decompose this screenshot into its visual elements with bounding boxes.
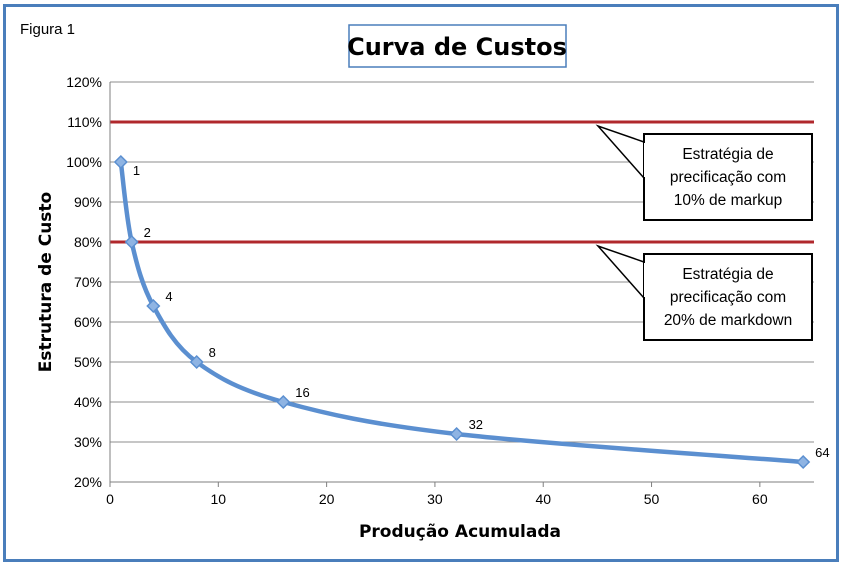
callouts: Estratégia de precificação com 10% de mark… [595,124,813,341]
data-point-label: 4 [165,289,172,304]
data-point-label: 1 [133,163,140,178]
y-tick-label: 50% [74,354,102,370]
callout-pointer [595,244,645,300]
data-point-marker [124,234,139,250]
data-point-label: 64 [815,445,829,460]
data-point-marker [113,154,128,170]
x-tick-label: 50 [644,491,660,507]
data-point-marker [189,354,204,370]
y-tick-label: 70% [74,274,102,290]
data-point-marker [449,426,464,442]
y-tick-label: 20% [74,474,102,490]
axes: 20% 30% 40% 50% 60% 70% 80% 90% 100% 110% 120% 0 10 2… [66,74,814,507]
data-point-label: 32 [469,417,483,432]
data-point-label: 2 [144,225,151,240]
y-tick-label: 110% [67,114,102,130]
x-axis-title: Produção Acumulada [359,522,561,542]
callout-text-line: 20% de markdown [664,312,792,329]
callout-text-line: precificação com [670,289,786,306]
cost-curve-line [118,159,806,465]
y-tick-label: 60% [74,314,102,330]
data-point-marker [146,298,161,314]
y-tick-label: 90% [74,194,102,210]
y-tick-label: 80% [74,234,102,250]
callout-box: Estratégia de precificação com 20% de mark… [595,244,813,341]
y-tick-label: 30% [74,434,102,450]
callout-rect [643,253,813,341]
x-tick-label: 0 [106,491,114,507]
x-tick-label: 30 [427,491,443,507]
data-point-marker [796,454,811,470]
callout-box: Estratégia de precificação com 10% de mark… [595,124,813,221]
title-box [348,24,567,68]
x-tick-label: 40 [535,491,551,507]
data-point-label: 16 [295,385,309,400]
chart-title: Curva de Custos [347,33,567,61]
y-tick-label: 100% [66,154,102,170]
data-point-label: 8 [209,345,216,360]
x-tick-label: 60 [752,491,768,507]
data-point-marker [276,394,291,410]
figure-label: Figura 1 [20,21,75,38]
callout-text-line: precificação com [670,169,786,186]
y-axis-title: Estrutura de Custo [36,192,56,372]
reference-lines [110,120,814,244]
callout-text-line: Estratégia de [682,146,773,163]
callout-text-line: Estratégia de [682,266,773,283]
x-tick-label: 10 [211,491,227,507]
y-tick-label: 40% [74,394,102,410]
y-tick-label: 120% [66,74,102,90]
series-layer: 1 2 4 8 16 32 64 [113,154,830,470]
callout-text-line: 10% de markup [674,192,783,209]
x-tick-label: 20 [319,491,335,507]
callout-pointer [595,124,645,180]
